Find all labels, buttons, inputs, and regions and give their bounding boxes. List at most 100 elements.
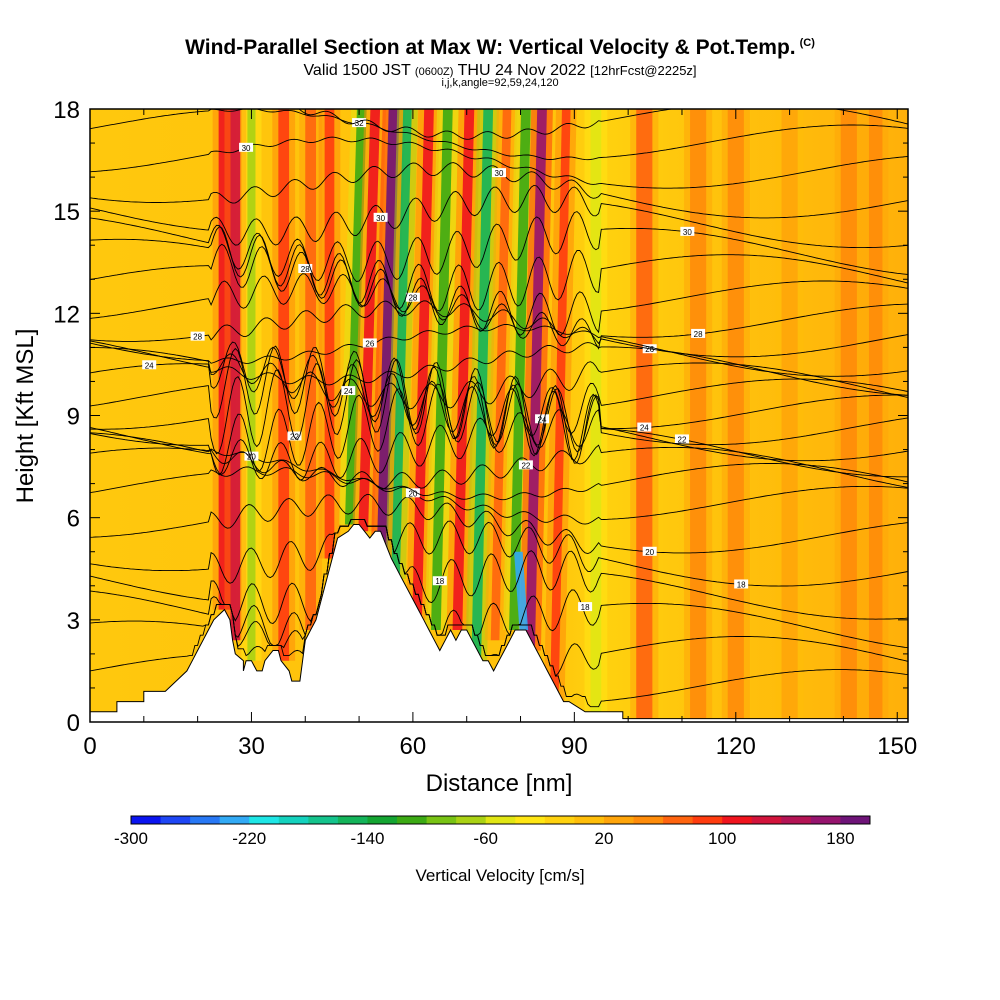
x-tick-label: 120 <box>716 733 756 760</box>
contour-label: 24 <box>538 415 547 424</box>
isentrope <box>90 358 908 464</box>
velocity-band-core <box>727 109 744 719</box>
contour-label-box <box>244 451 259 461</box>
x-tick-label: 30 <box>238 733 265 760</box>
colorbar-swatch <box>160 816 191 824</box>
contour-label-box <box>362 338 377 348</box>
contour-label: 18 <box>581 603 590 612</box>
colorbar-label: -140 <box>350 829 384 848</box>
colorbar: -300 -220 -140 -60 20 100 180 <box>114 815 871 848</box>
velocity-band-core <box>376 109 400 559</box>
colorbar-swatch <box>751 816 782 824</box>
colorbar-swatch <box>574 816 605 824</box>
isentrope <box>90 341 908 437</box>
contour-label: 28 <box>694 330 703 339</box>
contour-label-box <box>535 414 550 424</box>
contour-label-box <box>190 331 205 341</box>
colorbar-swatch <box>278 816 309 824</box>
colorbar-swatch <box>781 816 812 824</box>
colorbar-swatch <box>249 816 280 824</box>
contour-label-box <box>578 602 593 612</box>
subtitle-valid: Valid 1500 JST <box>303 62 411 79</box>
contour-label-box <box>373 212 388 222</box>
colorbar-swatch <box>810 816 841 824</box>
isentrope <box>298 109 908 140</box>
contour-label: 28 <box>301 265 310 274</box>
colorbar-swatch <box>663 816 694 824</box>
colorbar-label: -220 <box>232 829 266 848</box>
contour-label: 18 <box>435 577 444 586</box>
colorbar-swatch <box>515 816 546 824</box>
colorbar-title: Vertical Velocity [cm/s] <box>415 866 584 885</box>
velocity-band-core <box>305 109 317 631</box>
colorbar-swatch <box>603 816 635 824</box>
colorbar-label: 180 <box>826 829 854 848</box>
x-tick-label: 150 <box>877 733 917 760</box>
isentrope <box>90 211 908 282</box>
isentrope <box>90 518 908 587</box>
velocity-band-core <box>230 109 241 641</box>
velocity-band-core <box>344 109 367 525</box>
isentrope <box>90 273 908 350</box>
colorbar-swatch <box>337 816 368 824</box>
colorbar-swatch <box>840 816 871 824</box>
contour-label-box <box>637 422 652 432</box>
contour-label: 20 <box>408 489 417 498</box>
x-tick-label: 60 <box>400 733 427 760</box>
y-tick-label: 6 <box>67 506 80 533</box>
isentrope <box>90 345 908 462</box>
contour-label-box <box>734 579 749 589</box>
contour-label: 22 <box>678 435 687 444</box>
y-tick-label: 3 <box>67 608 80 635</box>
contour-label: 30 <box>495 169 504 178</box>
isentrope <box>90 109 908 161</box>
x-axis: 0 30 60 90 120 150 <box>83 109 917 760</box>
contour-label-box <box>492 168 506 178</box>
velocity-band-core <box>324 109 335 559</box>
isentrope <box>90 493 908 554</box>
y-tick-label: 18 <box>53 97 80 124</box>
y-tick-label: 9 <box>67 404 80 431</box>
colorbar-swatch <box>456 816 487 824</box>
contour-label: 24 <box>344 387 353 396</box>
contour-label-box <box>142 360 157 370</box>
contour-label: 30 <box>683 228 692 237</box>
contour-label-box <box>341 386 356 396</box>
colorbar-swatch <box>485 816 516 824</box>
contour-label: 30 <box>376 214 385 223</box>
subtitle-forecast: [12hrFcst@2225z] <box>590 63 697 78</box>
y-tick-label: 0 <box>67 710 80 737</box>
contour-label-box <box>642 546 657 556</box>
chart-subtitle: Valid 1500 JST (0600Z) THU 24 Nov 2022 [… <box>0 62 1000 80</box>
contour-label-box <box>405 292 420 302</box>
colorbar-label: -300 <box>114 829 148 848</box>
velocity-band-core <box>391 109 412 579</box>
contour-label: 18 <box>737 580 746 589</box>
contour-label-box <box>298 263 313 273</box>
contour-label-box <box>518 460 533 470</box>
contour-label: 26 <box>645 345 654 354</box>
contour-label-box <box>674 434 689 444</box>
isentrope <box>90 136 908 189</box>
x-axis-title: Distance [nm] <box>426 770 573 797</box>
isentrope <box>90 243 908 336</box>
colorbar-swatch <box>426 816 457 824</box>
y-tick-label: 15 <box>53 199 80 226</box>
velocity-band-core <box>690 109 707 719</box>
contour-label: 28 <box>408 294 417 303</box>
colorbar-swatch <box>367 816 398 824</box>
contour-label-box <box>680 226 695 236</box>
colorbar-swatch <box>190 816 221 824</box>
velocity-band-core <box>590 109 602 712</box>
contour-label-box <box>691 109 706 110</box>
contour-label: 26 <box>365 339 374 348</box>
contour-label-box <box>432 576 447 586</box>
isentrope <box>90 466 908 525</box>
colorbar-frame <box>130 815 871 825</box>
isentrope <box>90 323 908 377</box>
isentrope <box>90 518 908 625</box>
contour-label-box <box>287 431 302 441</box>
colorbar-swatch <box>308 816 339 824</box>
subtitle-utc: (0600Z) <box>414 66 454 78</box>
